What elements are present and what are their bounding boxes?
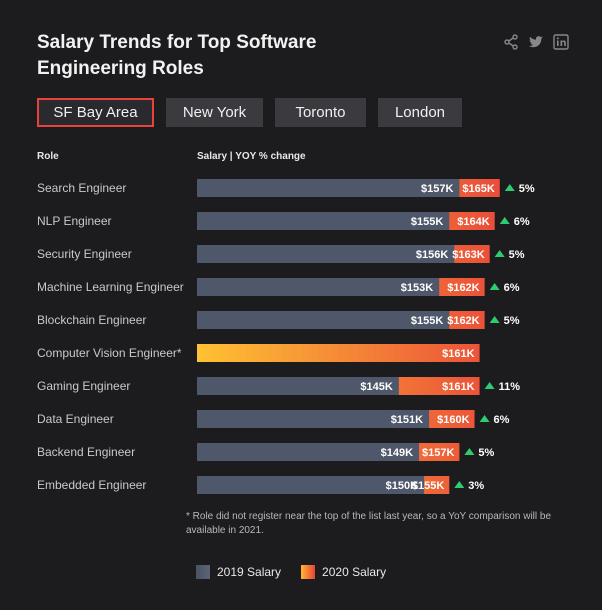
up-arrow-icon (464, 448, 475, 455)
value-label-2020: $163K (452, 249, 484, 261)
social-links (503, 34, 569, 50)
yoy-change-label: 5% (509, 249, 525, 261)
value-label-2020: $161K (442, 348, 474, 360)
role-label: Machine Learning Engineer (37, 280, 184, 294)
linkedin-icon[interactable] (553, 34, 569, 50)
yoy-change-label: 5% (504, 315, 520, 327)
value-label-2020: $162K (447, 282, 479, 294)
legend-item-2019: 2019 Salary (196, 565, 281, 579)
value-label-2020: $164K (457, 216, 489, 228)
role-label: Computer Vision Engineer* (37, 346, 182, 360)
tab-new-york[interactable]: New York (166, 98, 263, 127)
bar-2019 (197, 179, 460, 197)
bar-2019 (197, 377, 399, 395)
role-label: Search Engineer (37, 181, 126, 195)
role-label: NLP Engineer (37, 214, 112, 228)
tab-sf-bay-area[interactable]: SF Bay Area (37, 98, 154, 127)
up-arrow-icon (499, 217, 510, 224)
role-label: Gaming Engineer (37, 379, 130, 393)
twitter-icon[interactable] (528, 34, 544, 50)
tab-toronto[interactable]: Toronto (275, 98, 366, 127)
value-label-2020: $162K (447, 315, 479, 327)
share-icon[interactable] (503, 34, 519, 50)
bar-2019 (197, 476, 425, 494)
role-label: Data Engineer (37, 412, 114, 426)
role-label: Embedded Engineer (37, 478, 146, 492)
yoy-change-label: 6% (514, 216, 530, 228)
up-arrow-icon (504, 184, 515, 191)
yoy-change-label: 11% (499, 381, 521, 393)
legend-item-2020: 2020 Salary (301, 565, 386, 579)
legend-swatch-2019 (196, 565, 210, 579)
value-label-2019: $145K (360, 381, 392, 393)
tab-london[interactable]: London (378, 98, 462, 127)
bar-2019 (197, 443, 420, 461)
bar-2019 (197, 311, 450, 329)
value-label-2019: $155K (411, 216, 443, 228)
role-label: Blockchain Engineer (37, 313, 146, 327)
bar-2020 (197, 344, 480, 362)
role-label: Backend Engineer (37, 445, 135, 459)
value-label-2019: $149K (381, 447, 413, 459)
up-arrow-icon (479, 415, 490, 422)
value-label-2020: $165K (462, 183, 494, 195)
role-label: Security Engineer (37, 247, 132, 261)
value-label-2020: $160K (437, 414, 469, 426)
bar-2019 (197, 212, 450, 230)
value-label-2019: $156K (416, 249, 448, 261)
yoy-change-label: 6% (494, 414, 510, 426)
value-label-2019: $153K (401, 282, 433, 294)
bar-2019 (197, 245, 455, 263)
legend-swatch-2020 (301, 565, 316, 579)
yoy-change-label: 5% (478, 447, 494, 459)
value-label-2019: $157K (421, 183, 453, 195)
value-label-2020: $161K (442, 381, 474, 393)
value-label-2019: $150K (386, 480, 418, 492)
value-label-2019: $155K (411, 315, 443, 327)
city-tabs: SF Bay Area New York Toronto London (37, 98, 462, 127)
legend-label-2019: 2019 Salary (217, 565, 282, 579)
salary-column-header: Salary | YOY % change (197, 151, 306, 162)
up-arrow-icon (489, 283, 500, 290)
legend: 2019 Salary 2020 Salary (196, 565, 386, 579)
value-label-2019: $151K (391, 414, 423, 426)
value-label-2020: $157K (422, 447, 454, 459)
up-arrow-icon (484, 382, 495, 389)
yoy-change-label: 6% (504, 282, 520, 294)
role-column-header: Role (37, 151, 59, 162)
up-arrow-icon (494, 250, 505, 257)
chart-title: Salary Trends for Top Software Engineeri… (37, 32, 317, 79)
yoy-change-label: 3% (468, 480, 484, 492)
up-arrow-icon (454, 481, 465, 488)
bar-2019 (197, 278, 440, 296)
yoy-change-label: 5% (519, 183, 535, 195)
up-arrow-icon (489, 316, 500, 323)
legend-label-2020: 2020 Salary (322, 565, 387, 579)
footnote: * Role did not register near the top of … (186, 511, 552, 536)
value-label-2020: $155K (412, 480, 444, 492)
bar-2019 (197, 410, 430, 428)
